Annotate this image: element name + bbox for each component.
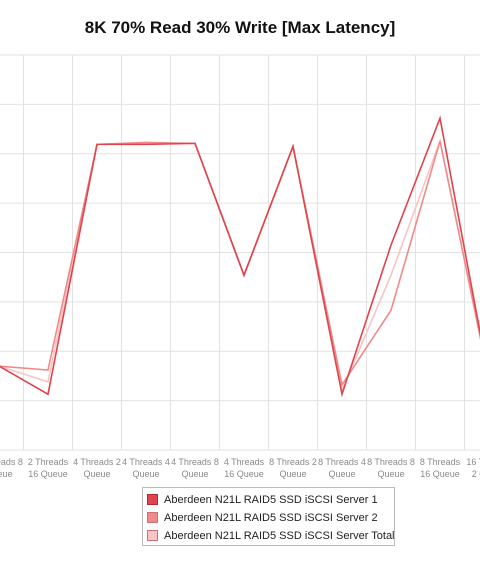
x-tick-label: 4 Threads 8 Queue (171, 457, 219, 479)
x-tick-label: 4 Threads 4 Queue (122, 457, 170, 479)
legend-item: Aberdeen N21L RAID5 SSD iSCSI Server 1 (147, 491, 394, 509)
legend-item: Aberdeen N21L RAID5 SSD iSCSI Server Tot… (147, 527, 395, 545)
series-line (0, 115, 480, 398)
legend-label: Aberdeen N21L RAID5 SSD iSCSI Server 1 (164, 494, 378, 506)
x-tick-label: 8 Threads 4 Queue (318, 457, 366, 479)
legend-swatch (147, 494, 158, 505)
x-tick-label: 8 Threads 16 Queue (419, 457, 461, 479)
chart-title: 8K 70% Read 30% Write [Max Latency] (84, 18, 396, 37)
x-tick-label: 8 Threads 2 Queue (269, 457, 317, 479)
legend: Aberdeen N21L RAID5 SSD iSCSI Server 1 Ab… (142, 487, 395, 546)
x-tick-label: 2 Threads 8 Queue (0, 457, 23, 479)
legend-swatch (147, 530, 158, 541)
x-tick-label: 8 Threads 8 Queue (367, 457, 415, 479)
x-tick-label: 4 Threads 2 Queue (73, 457, 121, 479)
legend-label: Aberdeen N21L RAID5 SSD iSCSI Server Tot… (164, 530, 395, 542)
x-tick-label: 2 Threads 16 Queue (27, 457, 69, 479)
x-tick-label: 4 Threads 16 Queue (223, 457, 265, 479)
x-tick-label: 16 Threads 2 Queue (466, 457, 480, 479)
legend-item: Aberdeen N21L RAID5 SSD iSCSI Server 2 (147, 509, 394, 527)
legend-label: Aberdeen N21L RAID5 SSD iSCSI Server 2 (164, 512, 378, 524)
legend-swatch (147, 512, 158, 523)
